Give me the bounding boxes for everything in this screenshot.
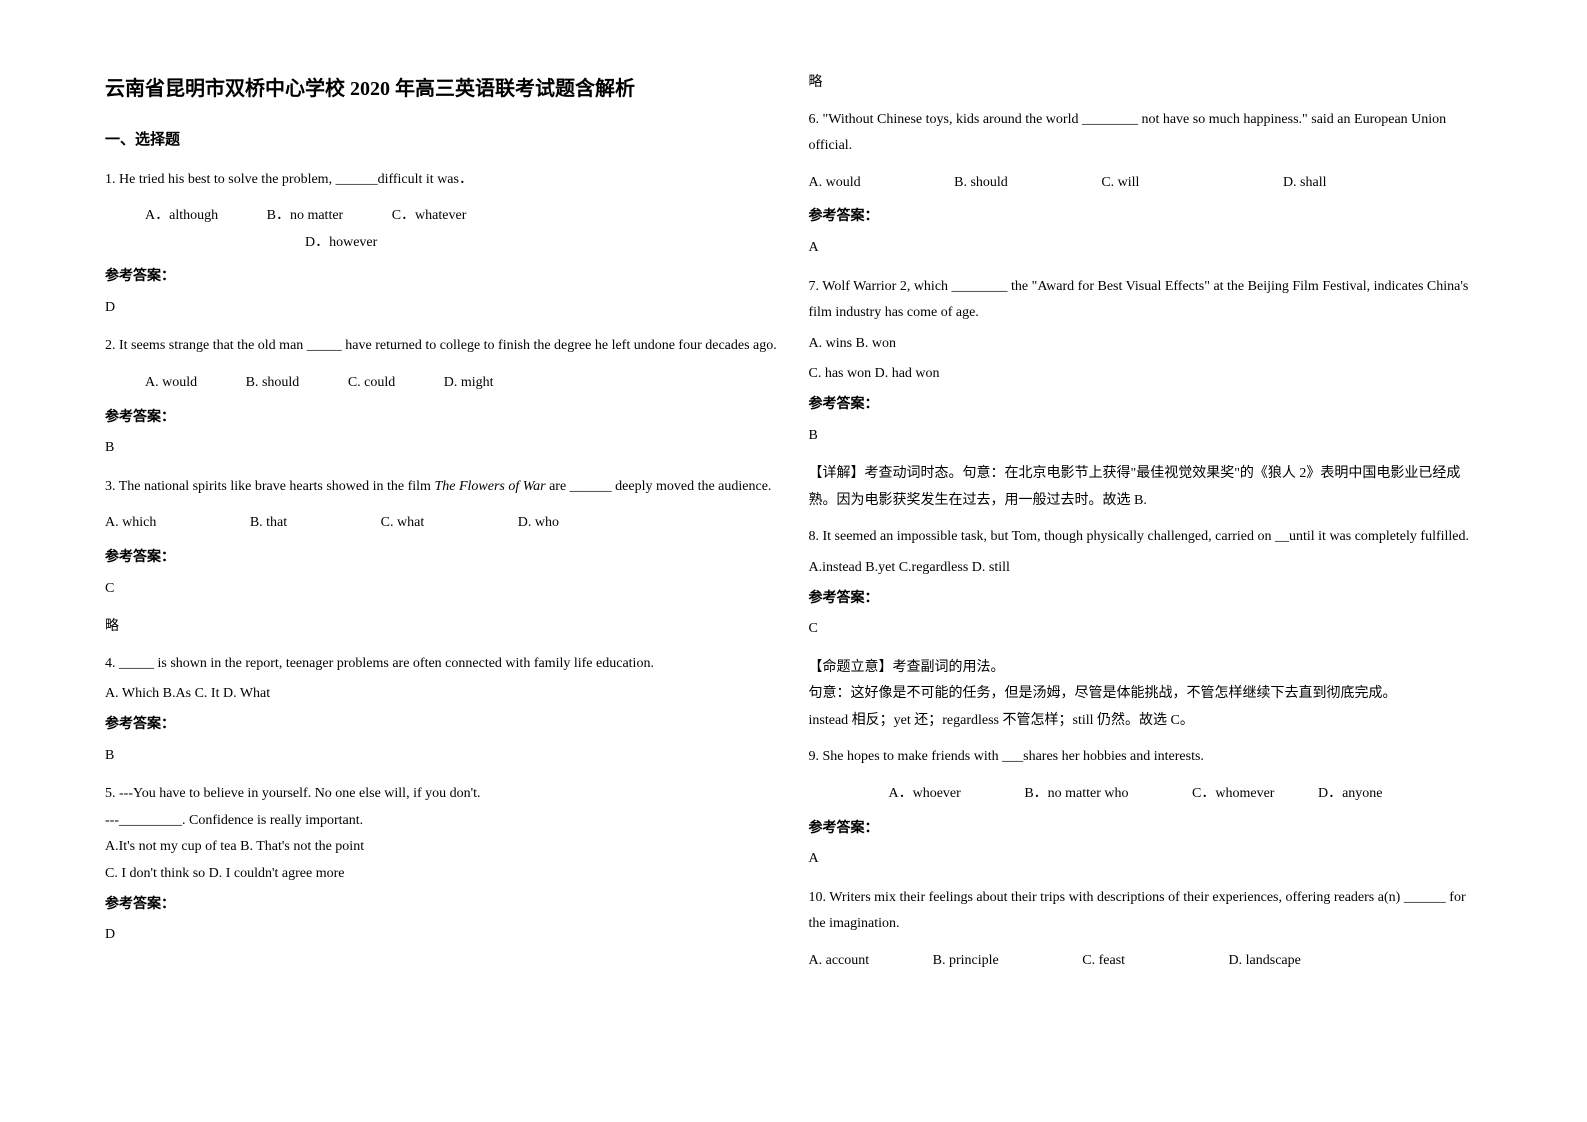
q3-opt-c: C. what bbox=[381, 510, 425, 537]
q3-opt-b: B. that bbox=[250, 510, 287, 537]
right-column: 略 6. "Without Chinese toys, kids around … bbox=[794, 70, 1498, 1052]
q2-opt-a: A. would bbox=[145, 370, 197, 397]
q9-stem: 9. She hopes to make friends with ___sha… bbox=[809, 744, 1483, 771]
q3-answer: C bbox=[105, 576, 779, 603]
question-6: 6. "Without Chinese toys, kids around th… bbox=[809, 107, 1483, 160]
q3-options: A. which B. that C. what D. who bbox=[105, 510, 779, 537]
q7-stem: 7. Wolf Warrior 2, which ________ the "A… bbox=[809, 274, 1483, 327]
q8-exp3: instead 相反；yet 还；regardless 不管怎样；still 仍… bbox=[809, 708, 1483, 735]
q8-opts: A.instead B.yet C.regardless D. still bbox=[809, 555, 1483, 582]
q7-opts1: A. wins B. won bbox=[809, 331, 1483, 358]
q3-answer-label: 参考答案： bbox=[105, 545, 779, 572]
question-1: 1. He tried his best to solve the proble… bbox=[105, 167, 779, 194]
question-8: 8. It seemed an impossible task, but Tom… bbox=[809, 524, 1483, 551]
q9-answer: A bbox=[809, 846, 1483, 873]
question-3: 3. The national spirits like brave heart… bbox=[105, 474, 779, 501]
q3-opt-a: A. which bbox=[105, 510, 156, 537]
q3-note: 略 bbox=[105, 614, 779, 641]
question-4: 4. _____ is shown in the report, teenage… bbox=[105, 651, 779, 678]
q2-answer: B bbox=[105, 435, 779, 462]
q5-line4: C. I don't think so D. I couldn't agree … bbox=[105, 861, 779, 888]
q9-options: A．whoever B．no matter who C．whomever D．a… bbox=[809, 781, 1483, 808]
q7-exp1: 【详解】考查动词时态。句意：在北京电影节上获得"最佳视觉效果奖"的《狼人 2》表… bbox=[809, 461, 1483, 514]
q9-opt-c: C．whomever bbox=[1192, 781, 1274, 808]
q2-opt-c: C. could bbox=[348, 370, 395, 397]
q1-answer: D bbox=[105, 295, 779, 322]
question-10: 10. Writers mix their feelings about the… bbox=[809, 885, 1483, 938]
q5-answer: D bbox=[105, 922, 779, 949]
q8-exp1: 【命题立意】考查副词的用法。 bbox=[809, 655, 1483, 682]
q4-answer: B bbox=[105, 743, 779, 770]
q5-line2: ---_________. Confidence is really impor… bbox=[105, 808, 779, 835]
q6-answer: A bbox=[809, 235, 1483, 262]
q8-stem: 8. It seemed an impossible task, but Tom… bbox=[809, 524, 1483, 551]
q8-exp2: 句意：这好像是不可能的任务，但是汤姆，尽管是体能挑战，不管怎样继续下去直到彻底完… bbox=[809, 681, 1483, 708]
q3-opt-d: D. who bbox=[518, 510, 559, 537]
q9-answer-label: 参考答案： bbox=[809, 816, 1483, 843]
q5-answer-label: 参考答案： bbox=[105, 892, 779, 919]
q2-opt-d: D. might bbox=[444, 370, 494, 397]
q4-options: A. Which B.As C. It D. What bbox=[105, 681, 779, 708]
q2-stem: 2. It seems strange that the old man ___… bbox=[105, 333, 779, 360]
q9-opt-d: D．anyone bbox=[1318, 781, 1383, 808]
q6-opt-b: B. should bbox=[954, 170, 1008, 197]
q10-options: A. account B. principle C. feast D. land… bbox=[809, 948, 1483, 975]
q1-opt-c: C．whatever bbox=[392, 203, 467, 230]
q10-opt-d: D. landscape bbox=[1229, 948, 1301, 975]
q10-opt-b: B. principle bbox=[933, 948, 999, 975]
q1-opt-b: B．no matter bbox=[267, 203, 344, 230]
q7-answer: B bbox=[809, 423, 1483, 450]
q3-stem-italic: The Flowers of War bbox=[434, 479, 545, 494]
question-9: 9. She hopes to make friends with ___sha… bbox=[809, 744, 1483, 771]
q6-opt-d: D. shall bbox=[1283, 170, 1327, 197]
q3-stem-p1: 3. The national spirits like brave heart… bbox=[105, 479, 434, 494]
q2-answer-label: 参考答案： bbox=[105, 405, 779, 432]
q7-opts2: C. has won D. had won bbox=[809, 361, 1483, 388]
q2-options: A. would B. should C. could D. might bbox=[105, 370, 779, 397]
q5-line3: A.It's not my cup of tea B. That's not t… bbox=[105, 834, 779, 861]
q6-opt-c: C. will bbox=[1101, 170, 1139, 197]
question-7: 7. Wolf Warrior 2, which ________ the "A… bbox=[809, 274, 1483, 327]
question-2: 2. It seems strange that the old man ___… bbox=[105, 333, 779, 360]
q10-opt-a: A. account bbox=[809, 948, 870, 975]
q5-line1: 5. ---You have to believe in yourself. N… bbox=[105, 781, 779, 808]
q4-answer-label: 参考答案： bbox=[105, 712, 779, 739]
q9-opt-a: A．whoever bbox=[889, 781, 961, 808]
q8-answer: C bbox=[809, 616, 1483, 643]
q9-opt-b: B．no matter who bbox=[1024, 781, 1128, 808]
q6-options: A. would B. should C. will D. shall bbox=[809, 170, 1483, 197]
q2-opt-b: B. should bbox=[246, 370, 300, 397]
q7-answer-label: 参考答案： bbox=[809, 392, 1483, 419]
q6-stem: 6. "Without Chinese toys, kids around th… bbox=[809, 107, 1483, 160]
q6-opt-a: A. would bbox=[809, 170, 861, 197]
q10-stem: 10. Writers mix their feelings about the… bbox=[809, 885, 1483, 938]
col2-top-note: 略 bbox=[809, 70, 1483, 97]
q6-answer-label: 参考答案： bbox=[809, 204, 1483, 231]
q10-opt-c: C. feast bbox=[1082, 948, 1125, 975]
document-title: 云南省昆明市双桥中心学校 2020 年高三英语联考试题含解析 bbox=[105, 70, 779, 108]
q8-answer-label: 参考答案： bbox=[809, 586, 1483, 613]
q1-opt-a: A．although bbox=[145, 203, 218, 230]
q1-opt-d: D．however bbox=[305, 230, 377, 257]
q3-stem-p2: are ______ deeply moved the audience. bbox=[546, 479, 772, 494]
q1-stem: 1. He tried his best to solve the proble… bbox=[105, 167, 779, 194]
section-header: 一、选择题 bbox=[105, 126, 779, 155]
left-column: 云南省昆明市双桥中心学校 2020 年高三英语联考试题含解析 一、选择题 1. … bbox=[90, 70, 794, 1052]
q1-answer-label: 参考答案： bbox=[105, 264, 779, 291]
q1-options: A．although B．no matter C．whatever D．howe… bbox=[105, 203, 779, 256]
q4-stem: 4. _____ is shown in the report, teenage… bbox=[105, 651, 779, 678]
